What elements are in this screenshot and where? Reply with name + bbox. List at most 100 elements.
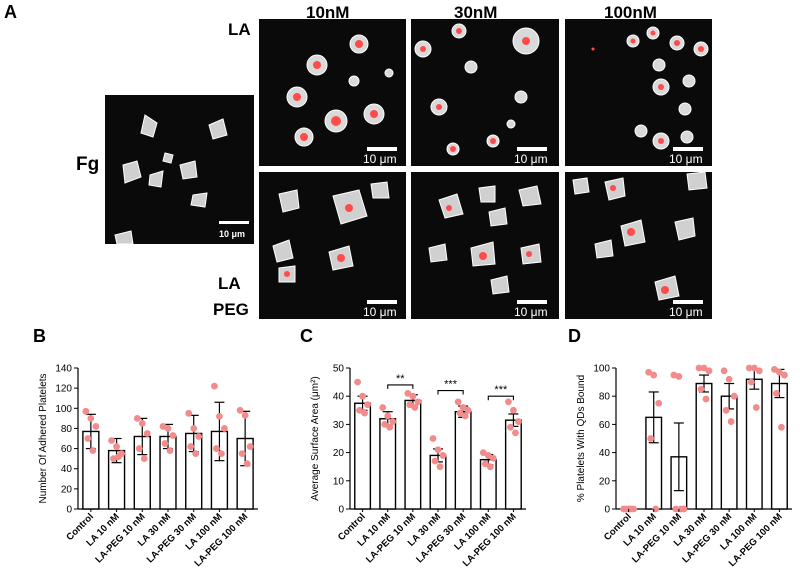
scale-bar: [219, 221, 249, 224]
platelet-cells: [286, 34, 394, 147]
y-tick-label: 0: [604, 505, 610, 516]
data-point: [161, 440, 169, 447]
y-tick-label: 20: [61, 484, 73, 495]
scale-bar: [517, 300, 547, 304]
data-point: [695, 364, 703, 372]
data-point: [386, 423, 394, 431]
scale-label: 10 μm: [669, 305, 703, 319]
bar: [429, 454, 447, 510]
data-point: [169, 432, 177, 439]
micrograph-fg: 10 μm: [105, 95, 254, 244]
data-point: [622, 505, 629, 513]
scale-label: 10 μm: [363, 305, 397, 319]
data-point: [434, 446, 442, 454]
y-tick-label: 80: [599, 392, 611, 403]
data-point: [507, 423, 514, 431]
data-point: [720, 367, 728, 375]
data-point: [190, 425, 198, 432]
y-tick-label: 80: [61, 424, 73, 435]
y-tick-label: 30: [333, 420, 345, 431]
data-point: [381, 421, 389, 428]
significance-bracket: [487, 395, 514, 401]
scale-bar: [673, 300, 703, 304]
data-point: [411, 404, 419, 411]
data-point: [722, 406, 730, 414]
column-header-100nm: 100nM: [604, 3, 657, 22]
y-tick-label: 20: [599, 476, 611, 487]
data-point: [752, 404, 760, 411]
panel-letter-c: C: [300, 326, 313, 346]
data-point: [459, 404, 467, 411]
data-point: [747, 378, 755, 386]
data-point: [221, 425, 228, 432]
y-axis-label: Number Of Adhered Platelets: [38, 373, 49, 503]
data-point: [236, 406, 244, 414]
data-point: [359, 392, 366, 400]
data-point: [164, 425, 172, 432]
y-tick-label: 140: [55, 364, 72, 375]
y-tick-label: 20: [333, 448, 345, 459]
data-point: [439, 452, 447, 459]
data-point: [89, 447, 97, 454]
data-point: [773, 389, 780, 397]
data-point: [776, 368, 783, 376]
y-tick-label: 40: [333, 392, 345, 403]
y-tick-label: 50: [333, 364, 345, 375]
data-point: [241, 411, 249, 419]
data-point: [456, 409, 464, 417]
data-point: [486, 463, 494, 471]
y-tick-label: 120: [55, 384, 72, 395]
data-point: [238, 450, 246, 458]
y-axis-label: % Platelets With QDs Bound: [576, 375, 587, 502]
micrograph-la-100nm: 10 μm: [565, 19, 712, 166]
data-point: [211, 382, 218, 390]
data-point: [213, 445, 220, 452]
data-point: [195, 433, 203, 440]
y-tick-label: 100: [593, 364, 610, 375]
data-point: [356, 406, 363, 414]
platelet-cells: [591, 26, 709, 150]
platelet-cells: [114, 114, 228, 244]
data-point: [675, 373, 683, 380]
data-point: [454, 398, 462, 406]
data-point: [436, 463, 444, 471]
data-point: [406, 401, 414, 409]
column-header-10nm: 10nM: [306, 3, 350, 22]
scale-bar: [517, 147, 547, 151]
scale-bar: [367, 300, 397, 304]
data-point: [133, 414, 141, 422]
data-point: [429, 435, 437, 442]
platelet-cells: [272, 181, 390, 283]
data-point: [379, 404, 387, 411]
data-point: [246, 443, 254, 450]
data-point: [138, 419, 146, 427]
data-point: [515, 418, 522, 425]
data-point: [140, 455, 148, 463]
data-point: [187, 443, 195, 450]
y-tick-label: 0: [66, 505, 72, 516]
data-point: [510, 406, 517, 414]
data-point: [481, 460, 489, 468]
data-point: [727, 418, 735, 425]
data-point: [192, 450, 200, 458]
data-point: [354, 378, 361, 386]
data-point: [464, 406, 472, 414]
y-tick-label: 60: [61, 444, 73, 455]
data-point: [135, 445, 143, 452]
bar: [720, 395, 738, 510]
data-point: [115, 453, 122, 461]
y-tick-label: 40: [61, 464, 73, 475]
data-point: [218, 450, 225, 458]
data-point: [781, 371, 788, 379]
panel-letter-a: A: [4, 2, 17, 22]
y-axis-label: Average Surface Area (μm²): [310, 376, 321, 501]
data-point: [389, 418, 397, 425]
y-tick-label: 60: [599, 420, 611, 431]
scale-label: 10 μm: [363, 152, 397, 166]
significance-bracket: [387, 384, 414, 389]
data-point: [771, 366, 778, 373]
chart-adhered-platelets: 0 20 40 60 80 100 120 140 Number Of Adhered Plat…: [38, 364, 258, 569]
bar: [354, 402, 372, 510]
data-point: [730, 392, 738, 400]
